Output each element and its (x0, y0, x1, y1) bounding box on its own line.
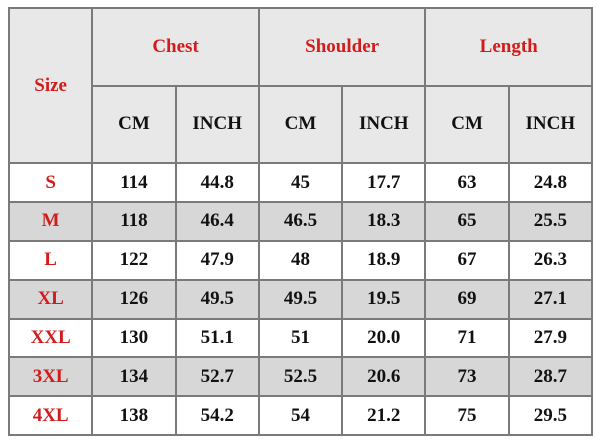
value-cell: 138 (91, 395, 177, 436)
header-unit: CM (424, 84, 510, 165)
table-row: XXL 130 51.1 51 20.0 71 27.9 (7, 317, 594, 359)
size-chart-table: Size Chest Shoulder Length CM INCH CM INCH C… (7, 6, 594, 436)
value-cell: 49.5 (174, 278, 260, 320)
size-cell: 4XL (7, 395, 94, 436)
header-length: Length (424, 7, 593, 87)
table-row: XL 126 49.5 49.5 19.5 69 27.1 (7, 278, 594, 320)
value-cell: 21.2 (341, 395, 427, 436)
table-row: M 118 46.4 46.5 18.3 65 25.5 (7, 201, 594, 242)
value-cell: 44.8 (174, 162, 260, 204)
header-unit: INCH (174, 84, 260, 165)
value-cell: 130 (91, 317, 177, 359)
value-cell: 28.7 (507, 356, 594, 398)
value-cell: 46.5 (257, 201, 344, 242)
size-cell: XL (7, 278, 94, 320)
value-cell: 25.5 (507, 201, 594, 242)
value-cell: 20.0 (341, 317, 427, 359)
table-row: 3XL 134 52.7 52.5 20.6 73 28.7 (7, 356, 594, 398)
value-cell: 46.4 (174, 201, 260, 242)
header-shoulder: Shoulder (257, 7, 427, 87)
header-unit: CM (257, 84, 344, 165)
value-cell: 73 (424, 356, 510, 398)
value-cell: 63 (424, 162, 510, 204)
size-cell: S (7, 162, 94, 204)
value-cell: 19.5 (341, 278, 427, 320)
table-row: 4XL 138 54.2 54 21.2 75 29.5 (7, 395, 594, 436)
value-cell: 18.3 (341, 201, 427, 242)
value-cell: 65 (424, 201, 510, 242)
value-cell: 122 (91, 239, 177, 281)
value-cell: 45 (257, 162, 344, 204)
value-cell: 52.5 (257, 356, 344, 398)
header-size: Size (7, 6, 94, 165)
header-unit: CM (91, 84, 177, 165)
value-cell: 118 (91, 201, 177, 242)
size-cell: L (7, 239, 94, 281)
value-cell: 47.9 (174, 239, 260, 281)
value-cell: 48 (257, 239, 344, 281)
value-cell: 17.7 (341, 162, 427, 204)
value-cell: 24.8 (507, 162, 594, 204)
value-cell: 69 (424, 278, 510, 320)
table-row: L 122 47.9 48 18.9 67 26.3 (7, 239, 594, 281)
value-cell: 51 (257, 317, 344, 359)
size-cell: XXL (7, 317, 94, 359)
value-cell: 71 (424, 317, 510, 359)
value-cell: 27.9 (507, 317, 594, 359)
value-cell: 67 (424, 239, 510, 281)
value-cell: 26.3 (507, 239, 594, 281)
value-cell: 134 (91, 356, 177, 398)
size-cell: M (7, 201, 94, 242)
value-cell: 20.6 (341, 356, 427, 398)
value-cell: 51.1 (174, 317, 260, 359)
header-chest: Chest (91, 7, 260, 87)
value-cell: 126 (91, 278, 177, 320)
value-cell: 29.5 (507, 395, 594, 436)
value-cell: 54.2 (174, 395, 260, 436)
header-unit: INCH (341, 84, 427, 165)
value-cell: 18.9 (341, 239, 427, 281)
header-unit: INCH (507, 84, 594, 165)
value-cell: 27.1 (507, 278, 594, 320)
value-cell: 49.5 (257, 278, 344, 320)
table-row: S 114 44.8 45 17.7 63 24.8 (7, 162, 594, 204)
size-cell: 3XL (7, 356, 94, 398)
value-cell: 75 (424, 395, 510, 436)
value-cell: 52.7 (174, 356, 260, 398)
value-cell: 54 (257, 395, 344, 436)
value-cell: 114 (91, 162, 177, 204)
